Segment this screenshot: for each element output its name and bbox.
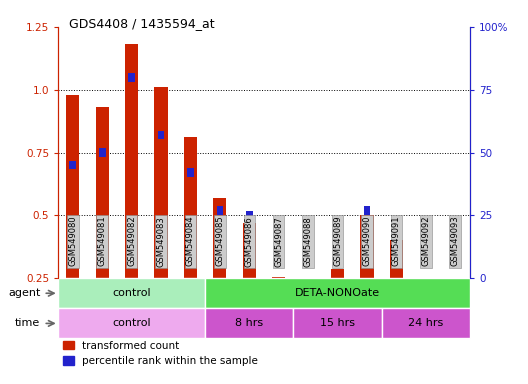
Bar — [243, 223, 256, 278]
Bar — [334, 249, 341, 257]
Text: time: time — [15, 318, 41, 328]
Bar — [364, 206, 370, 215]
Text: GSM549083: GSM549083 — [156, 216, 166, 266]
Text: agent: agent — [8, 288, 41, 298]
Bar — [205, 278, 470, 308]
Bar — [276, 254, 282, 263]
Text: DETA-NONOate: DETA-NONOate — [295, 288, 380, 298]
Text: GSM549080: GSM549080 — [68, 216, 77, 266]
Text: GDS4408 / 1435594_at: GDS4408 / 1435594_at — [69, 17, 214, 30]
Text: GSM549089: GSM549089 — [333, 216, 342, 266]
Text: 15 hrs: 15 hrs — [320, 318, 355, 328]
Bar — [390, 240, 403, 278]
Text: GSM549090: GSM549090 — [362, 216, 372, 266]
Bar — [58, 278, 205, 308]
Text: GSM549092: GSM549092 — [421, 216, 430, 266]
Bar — [452, 249, 458, 257]
Text: control: control — [112, 318, 151, 328]
Bar — [216, 206, 223, 215]
Bar — [422, 249, 429, 257]
Text: control: control — [112, 288, 151, 298]
Bar — [158, 131, 164, 139]
Bar — [272, 277, 285, 278]
Bar — [246, 211, 252, 220]
Bar — [96, 107, 109, 278]
Bar — [449, 278, 462, 282]
Bar — [331, 270, 344, 278]
Bar — [360, 215, 374, 278]
Text: GSM549085: GSM549085 — [215, 216, 224, 266]
Bar — [66, 95, 79, 278]
Bar — [305, 254, 312, 263]
Bar — [154, 87, 168, 278]
Bar — [99, 148, 106, 157]
Bar — [213, 198, 227, 278]
Bar — [205, 308, 294, 338]
Text: GSM549081: GSM549081 — [98, 216, 107, 266]
Text: GSM549088: GSM549088 — [304, 216, 313, 266]
Text: GSM549086: GSM549086 — [245, 216, 254, 266]
Bar — [184, 137, 197, 278]
Text: GSM549082: GSM549082 — [127, 216, 136, 266]
Bar — [125, 45, 138, 278]
Text: 8 hrs: 8 hrs — [235, 318, 263, 328]
Bar — [128, 73, 135, 81]
Bar — [70, 161, 76, 169]
Text: GSM549087: GSM549087 — [274, 216, 283, 266]
Text: GSM549093: GSM549093 — [451, 216, 460, 266]
Legend: transformed count, percentile rank within the sample: transformed count, percentile rank withi… — [63, 341, 258, 366]
Text: GSM549084: GSM549084 — [186, 216, 195, 266]
Bar — [419, 278, 432, 280]
Bar — [187, 168, 194, 177]
Bar — [301, 278, 315, 280]
Bar — [294, 308, 382, 338]
Bar — [58, 308, 205, 338]
Bar — [393, 218, 400, 227]
Bar — [382, 308, 470, 338]
Text: 24 hrs: 24 hrs — [408, 318, 444, 328]
Text: GSM549091: GSM549091 — [392, 216, 401, 266]
